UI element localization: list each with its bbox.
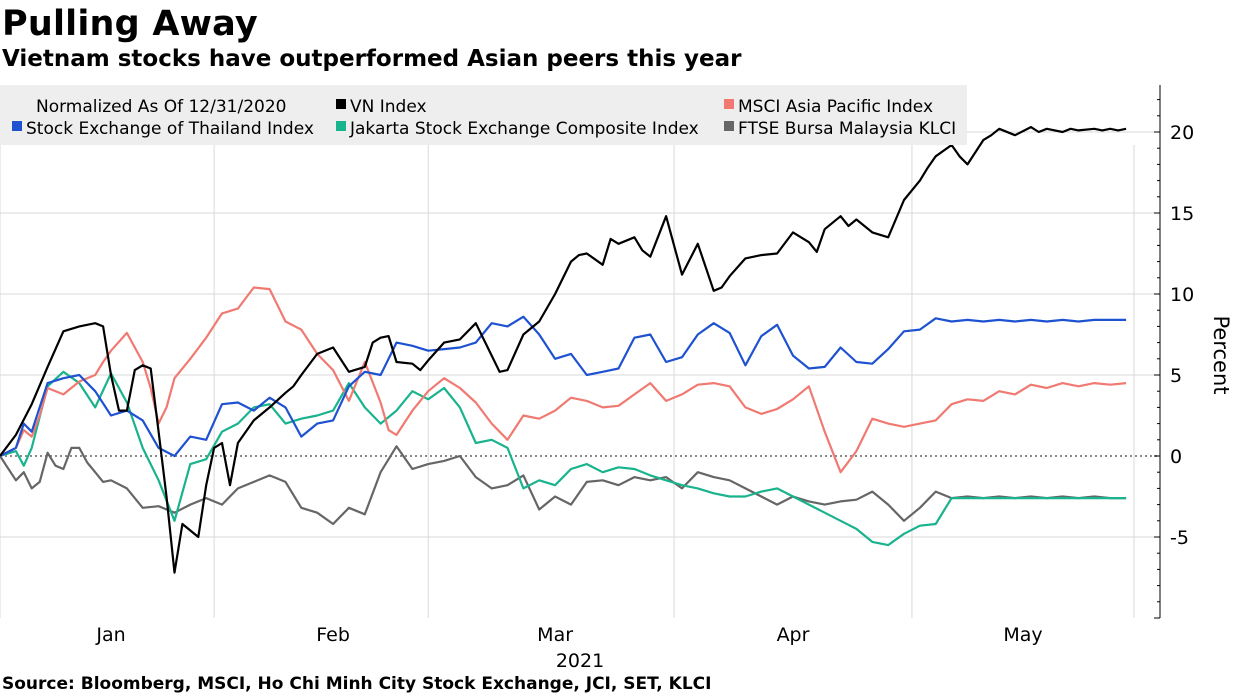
legend-swatch-jakarta-composite (336, 121, 346, 131)
legend-swatch-vn-index (336, 99, 346, 109)
y-tick-label: 10 (1170, 284, 1194, 306)
legend-label-msci-asia-pacific[interactable]: MSCI Asia Pacific Index (738, 97, 933, 117)
x-axis-year-label: 2021 (556, 650, 604, 672)
y-tick-label: -5 (1170, 527, 1189, 549)
y-axis: -5 0 5 10 15 20 (1154, 85, 1194, 619)
series-line-stock-exchange-of-thailand-index[interactable] (0, 315, 1127, 458)
x-tick-label-may: May (1003, 624, 1042, 646)
legend-swatch-ftse-klci (724, 121, 734, 131)
gridlines (0, 131, 1160, 618)
chart-subtitle: Vietnam stocks have outperformed Asian p… (2, 46, 742, 72)
series-line-jakarta-stock-exchange-composite-index[interactable] (0, 370, 1127, 547)
x-tick-label-apr: Apr (777, 624, 810, 646)
series-line-msci-asia-pacific-index[interactable] (0, 286, 1127, 474)
series-line-vn-index[interactable] (0, 125, 1127, 574)
legend-label-vn-index[interactable]: VN Index (350, 97, 427, 117)
chart-title: Pulling Away (2, 4, 258, 44)
source-note: Source: Bloomberg, MSCI, Ho Chi Minh Cit… (2, 674, 712, 694)
y-axis-label: Percent (1209, 315, 1233, 394)
legend-header: Normalized As Of 12/31/2020 (36, 97, 286, 117)
legend[interactable]: Normalized As Of 12/31/2020 VN Index MSC… (0, 85, 967, 145)
series-lines (0, 125, 1127, 574)
x-tick-label-mar: Mar (537, 624, 573, 646)
x-tick-label-jan: Jan (95, 624, 125, 646)
x-tick-label-feb: Feb (316, 624, 350, 646)
y-tick-label: 0 (1170, 446, 1182, 468)
legend-label-jakarta-composite[interactable]: Jakarta Stock Exchange Composite Index (349, 119, 699, 139)
legend-background (0, 85, 967, 145)
legend-swatch-msci-asia-pacific (724, 99, 734, 109)
y-tick-label: 20 (1170, 122, 1194, 144)
y-tick-label: 5 (1170, 365, 1182, 387)
x-axis: Jan Feb Mar Apr May (95, 624, 1042, 646)
legend-label-ftse-klci[interactable]: FTSE Bursa Malaysia KLCI (738, 119, 956, 139)
legend-swatch-set-thailand (12, 121, 22, 131)
y-tick-label: 15 (1170, 203, 1194, 225)
series-line-ftse-bursa-malaysia-klci[interactable] (0, 445, 1127, 526)
legend-label-set-thailand[interactable]: Stock Exchange of Thailand Index (26, 119, 314, 139)
